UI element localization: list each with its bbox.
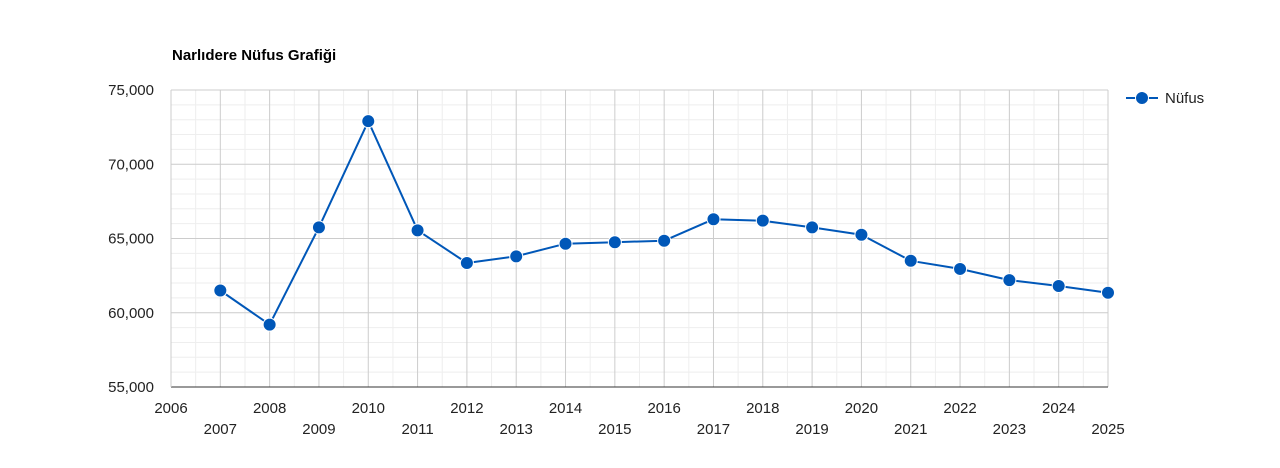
x-tick-label: 2019 (795, 421, 828, 438)
y-tick-label: 65,000 (108, 231, 154, 248)
data-point (1101, 285, 1115, 300)
data-point (805, 220, 820, 235)
x-tick-label: 2013 (500, 421, 533, 438)
y-tick-label: 70,000 (108, 156, 154, 173)
data-point (459, 256, 474, 271)
data-point (953, 261, 968, 276)
axis-tick-labels: 55,000 60,000 65,000 70,000 75,000 2006 2008 20… (108, 82, 1125, 438)
x-tick-label: 2006 (154, 400, 187, 417)
data-point (657, 233, 672, 248)
legend-label: Nüfus (1165, 90, 1204, 107)
data-point (1002, 273, 1017, 288)
x-tick-label: 2012 (450, 400, 483, 417)
data-point (706, 212, 721, 227)
x-tick-label: 2009 (302, 421, 335, 438)
data-point (311, 220, 326, 235)
x-tick-label: 2022 (943, 400, 976, 417)
chart-title: Narlıdere Nüfus Grafiği (172, 47, 336, 64)
x-tick-label: 2021 (894, 421, 927, 438)
x-tick-label: 2014 (549, 400, 582, 417)
data-point (410, 223, 425, 238)
x-tick-label: 2020 (845, 400, 878, 417)
x-tick-label: 2010 (352, 400, 385, 417)
y-tick-label: 75,000 (108, 82, 154, 99)
x-tick-label: 2018 (746, 400, 779, 417)
data-point (755, 213, 770, 228)
grid-lines (170, 89, 1109, 388)
data-point (509, 249, 524, 264)
data-point (361, 114, 376, 129)
data-point (262, 317, 277, 332)
x-tick-label: 2025 (1091, 421, 1124, 438)
legend-marker (1135, 91, 1149, 105)
x-tick-label: 2023 (993, 421, 1026, 438)
series-line-group (213, 114, 1115, 332)
x-tick-label: 2016 (647, 400, 680, 417)
data-point (903, 253, 918, 268)
y-tick-label: 60,000 (108, 305, 154, 322)
legend[interactable]: Nüfus (1126, 90, 1204, 107)
data-point (1051, 279, 1066, 294)
x-tick-label: 2007 (204, 421, 237, 438)
x-tick-label: 2017 (697, 421, 730, 438)
data-point (558, 236, 573, 251)
data-point (213, 283, 228, 298)
data-point (854, 227, 869, 242)
x-tick-label: 2011 (401, 421, 433, 438)
data-point (607, 235, 622, 250)
y-tick-label: 55,000 (108, 379, 154, 396)
x-tick-label: 2015 (598, 421, 631, 438)
x-tick-label: 2008 (253, 400, 286, 417)
x-tick-label: 2024 (1042, 400, 1075, 417)
